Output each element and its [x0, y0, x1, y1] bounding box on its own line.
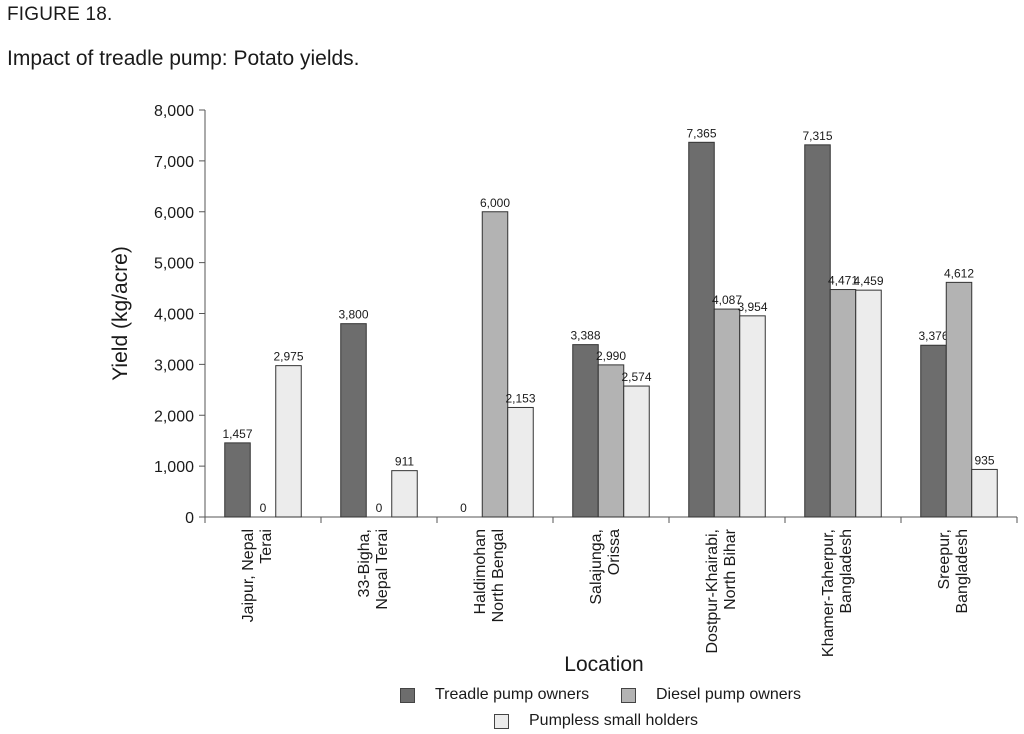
x-tick-label-line: Orissa	[606, 529, 623, 575]
x-tick-label-line: North Bengal	[490, 529, 507, 622]
bar	[507, 406, 534, 518]
y-tick-label: 2,000	[154, 408, 194, 425]
x-tick-label-line: Dostpur-Khairabi,	[704, 529, 721, 654]
legend-swatch-pumpless	[494, 713, 509, 729]
data-label: 7,365	[686, 126, 716, 140]
data-label: 911	[395, 455, 414, 469]
bar	[481, 211, 509, 518]
x-tick-label: Khamer-Taherpur,Bangladesh	[820, 529, 855, 657]
bar	[623, 385, 650, 518]
legend-label-treadle: Treadle pump owners	[435, 686, 590, 703]
legend-swatch-diesel	[621, 687, 636, 703]
bar	[920, 344, 947, 518]
data-label: 0	[376, 501, 383, 515]
bar	[739, 315, 766, 518]
bar	[829, 289, 857, 518]
data-label: 0	[260, 501, 267, 515]
x-tick-label-line: Bangladesh	[838, 529, 855, 614]
legend-label-pumpless: Pumpless small holders	[529, 712, 698, 729]
data-label: 2,990	[596, 349, 626, 363]
x-tick-label: Sreepur,Bangladesh	[936, 529, 971, 614]
x-tick-label-line: Bangladesh	[954, 529, 971, 614]
x-tick-label-line: Haldimohan	[472, 529, 489, 614]
data-label: 3,800	[338, 308, 368, 322]
x-tick-label-line: Sreepur,	[936, 529, 953, 589]
x-tick-label-line: Nepal Terai	[374, 529, 391, 610]
x-tick-label-line: Terai	[258, 529, 275, 564]
bar	[597, 364, 625, 518]
data-label: 3,388	[570, 329, 600, 343]
x-tick-label: 33-Bigha,Nepal Terai	[356, 529, 391, 610]
x-tick-label-line: Khamer-Taherpur,	[820, 529, 837, 657]
y-axis-title: Yield (kg/acre)	[109, 246, 132, 381]
legend-item-treadle: Treadle pump owners	[400, 686, 589, 704]
y-tick-label: 7,000	[154, 154, 194, 171]
bar	[340, 323, 367, 518]
y-tick-label: 4,000	[154, 307, 194, 324]
x-tick-label-line: Jaipur, Nepal	[240, 529, 257, 622]
data-label: 4,471	[828, 274, 858, 288]
bar	[275, 365, 302, 518]
y-tick-label: 8,000	[154, 103, 194, 120]
data-label: 1,457	[222, 427, 252, 441]
bar	[945, 281, 973, 518]
x-axis-title: Location	[564, 653, 643, 676]
y-tick-label: 0	[185, 510, 194, 527]
legend-label-diesel: Diesel pump owners	[656, 686, 801, 703]
y-tick-label: 1,000	[154, 459, 194, 476]
x-tick-label-line: Salajunga,	[588, 529, 605, 605]
x-tick-label-line: 33-Bigha,	[356, 529, 373, 598]
data-label: 7,315	[802, 129, 832, 143]
y-tick-label: 5,000	[154, 256, 194, 273]
legend-item-diesel: Diesel pump owners	[621, 686, 801, 704]
x-tick-label-line: North Bihar	[722, 528, 739, 610]
x-tick-label: Dostpur-Khairabi,North Bihar	[704, 528, 739, 653]
legend-swatch-treadle	[400, 687, 415, 703]
bar	[572, 344, 599, 518]
data-label: 3,376	[918, 329, 948, 343]
bar	[224, 442, 251, 518]
data-label: 2,153	[505, 391, 535, 405]
figure-label: FIGURE 18.	[7, 4, 113, 25]
x-tick-label: Salajunga,Orissa	[588, 529, 623, 605]
bar	[804, 144, 831, 518]
bar	[855, 289, 882, 518]
data-label: 3,954	[737, 300, 767, 314]
data-label: 4,612	[944, 266, 974, 280]
data-label: 0	[460, 501, 467, 515]
y-tick-label: 3,000	[154, 357, 194, 374]
data-label: 935	[974, 453, 994, 467]
bar	[688, 141, 715, 518]
data-label: 2,975	[273, 350, 303, 364]
data-label: 4,087	[712, 293, 742, 307]
bar	[971, 468, 998, 518]
bar	[391, 470, 418, 518]
figure-title: Impact of treadle pump: Potato yields.	[7, 47, 360, 70]
x-tick-label: Jaipur, NepalTerai	[240, 529, 275, 622]
data-label: 2,574	[621, 370, 651, 384]
data-label: 6,000	[480, 196, 510, 210]
data-label: 4,459	[853, 274, 883, 288]
y-tick-label: 6,000	[154, 205, 194, 222]
x-tick-label: HaldimohanNorth Bengal	[472, 529, 507, 622]
bar	[713, 308, 741, 518]
legend-item-pumpless: Pumpless small holders	[494, 712, 698, 730]
